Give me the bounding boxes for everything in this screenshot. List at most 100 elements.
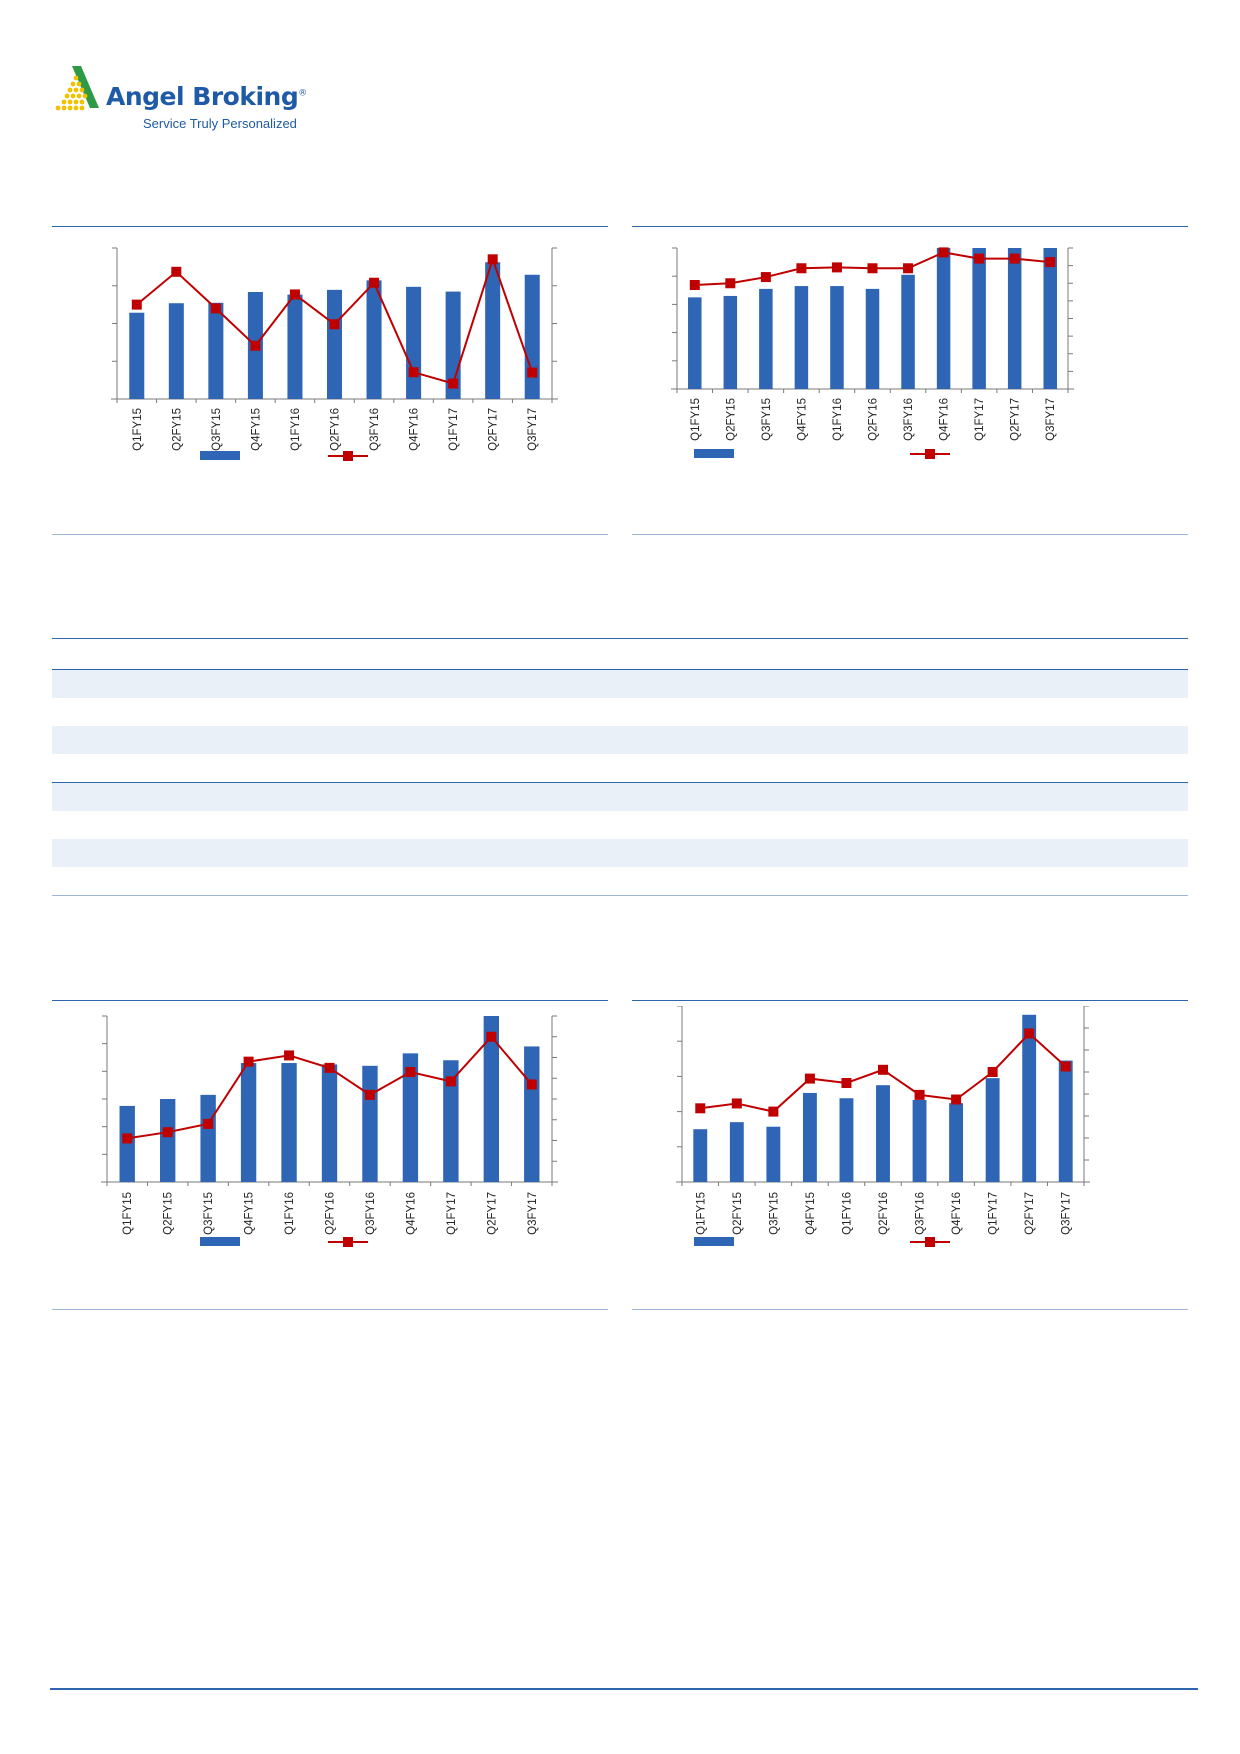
line-point-Q2FY15 (171, 266, 182, 277)
legend-line-marker (343, 451, 353, 461)
bar-Q1FY17 (985, 1078, 1000, 1182)
bar-Q1FY16 (830, 286, 844, 389)
bar-Q2FY17 (1007, 248, 1022, 389)
table-header-rule (52, 669, 1188, 670)
line-point-Q4FY16 (405, 1067, 416, 1078)
line-point-Q2FY15 (725, 278, 736, 289)
line-point-Q2FY17 (1009, 253, 1020, 264)
bar-Q1FY16 (281, 1063, 297, 1182)
line-point-Q4FY16 (408, 367, 419, 378)
bar-Q3FY17 (1058, 1060, 1073, 1182)
brand-name: Angel Broking® (106, 82, 307, 111)
line-point-Q4FY15 (250, 340, 261, 351)
table-top-rule (52, 638, 1188, 639)
x-tick-label: Q4FY16 (405, 1192, 417, 1235)
table-section-rule (52, 782, 1188, 783)
line-point-Q1FY16 (841, 1078, 852, 1088)
line-point-Q1FY16 (289, 289, 300, 300)
x-tick-label: Q3FY16 (369, 408, 381, 451)
bar-Q1FY16 (839, 1098, 854, 1182)
bar-Q3FY15 (208, 302, 224, 399)
legend-line-marker (343, 1237, 353, 1247)
bar-Q2FY17 (1022, 1014, 1037, 1182)
line-point-Q1FY16 (284, 1050, 295, 1061)
bar-Q3FY16 (362, 1065, 378, 1182)
table-row (52, 867, 1188, 895)
x-tick-label: Q2FY17 (488, 408, 500, 451)
line-point-Q3FY16 (903, 263, 914, 274)
x-tick-label: Q2FY16 (868, 398, 880, 441)
line-point-Q3FY15 (760, 272, 771, 283)
line-point-Q3FY16 (364, 1089, 375, 1100)
table-row (52, 839, 1188, 867)
line-point-Q4FY16 (951, 1094, 962, 1105)
x-tick-label: Q3FY16 (915, 1192, 927, 1235)
x-tick-label: Q1FY16 (290, 408, 302, 451)
line-point-Q1FY17 (974, 253, 985, 264)
chart-4: Q1FY15 Q2FY15 Q3FY15 Q4FY15 Q1FY16 Q2FY16 Q3FY… (676, 1006, 1090, 1247)
bar-Q4FY15 (240, 1063, 257, 1182)
line-point-Q2FY16 (329, 319, 340, 330)
line-point-Q2FY17 (1024, 1028, 1035, 1039)
x-tick-label: Q2FY17 (1024, 1192, 1036, 1235)
x-tick-label: Q3FY16 (903, 398, 915, 441)
bar-Q3FY16 (366, 280, 382, 399)
angel-broking-logo-icon (55, 66, 99, 111)
panel-bottom-rule (52, 534, 608, 535)
bar-Q2FY16 (326, 289, 343, 399)
line-point-Q1FY17 (448, 378, 459, 389)
x-tick-label: Q3FY17 (1045, 398, 1057, 441)
table-row (52, 670, 1188, 698)
x-tick-label: Q2FY15 (725, 398, 737, 441)
line-point-Q2FY16 (324, 1062, 335, 1073)
line-point-Q1FY15 (122, 1133, 133, 1144)
footer-rule (50, 1688, 1198, 1690)
bar-Q2FY15 (723, 295, 738, 389)
line-point-Q2FY16 (878, 1064, 888, 1075)
line-point-Q4FY15 (796, 263, 807, 274)
x-tick-label: Q4FY16 (939, 398, 951, 441)
x-tick-label: Q1FY15 (132, 408, 144, 451)
line-point-Q1FY15 (689, 280, 700, 291)
line-point-Q1FY17 (987, 1067, 998, 1077)
bar-Q3FY17 (524, 274, 540, 399)
x-tick-label: Q3FY15 (768, 1192, 780, 1235)
line-point-Q3FY16 (914, 1089, 925, 1100)
x-tick-label: Q1FY15 (695, 1192, 707, 1235)
x-tick-label: Q3FY17 (527, 408, 539, 451)
table-row (52, 726, 1188, 754)
table-row (52, 754, 1188, 782)
bar-Q4FY15 (802, 1092, 817, 1182)
legend-bar-swatch (200, 451, 240, 460)
line-point-Q1FY15 (131, 299, 142, 310)
brand-tagline: Service Truly Personalized (143, 116, 297, 131)
bar-Q4FY16 (949, 1103, 964, 1182)
legend-line-marker (925, 449, 935, 459)
panel-bottom-rule (632, 1309, 1188, 1310)
table-row (52, 698, 1188, 726)
x-tick-label: Q2FY15 (732, 1192, 744, 1235)
bar-Q2FY15 (159, 1099, 176, 1182)
table-row (52, 783, 1188, 811)
bar-Q4FY16 (936, 248, 951, 389)
bar-Q2FY16 (876, 1085, 890, 1182)
x-tick-label: Q1FY17 (448, 408, 460, 451)
x-tick-label: Q3FY15 (211, 408, 223, 451)
panel-bottom-rule (52, 1309, 608, 1310)
bar-Q3FY15 (200, 1094, 216, 1182)
x-tick-label: Q2FY16 (330, 408, 342, 451)
x-tick-label: Q2FY15 (163, 1192, 175, 1235)
line-point-Q3FY17 (1060, 1061, 1071, 1072)
bar-Q1FY16 (287, 294, 303, 399)
line-point-Q3FY15 (768, 1106, 779, 1117)
bar-Q3FY16 (912, 1099, 927, 1182)
table-header-row (52, 639, 1188, 669)
bar-Q4FY16 (402, 1053, 419, 1182)
bar-Q3FY17 (524, 1046, 540, 1182)
x-tick-label: Q4FY15 (805, 1192, 817, 1235)
legend-bar-swatch (694, 449, 734, 458)
chart-2: Q1FY15 Q2FY15 Q3FY15 Q4FY15 Q1FY16 Q2FY16 Q3FY… (671, 247, 1074, 459)
line-point-Q2FY16 (867, 263, 878, 274)
x-tick-label: Q1FY15 (690, 398, 702, 441)
bar-Q2FY17 (485, 262, 501, 399)
